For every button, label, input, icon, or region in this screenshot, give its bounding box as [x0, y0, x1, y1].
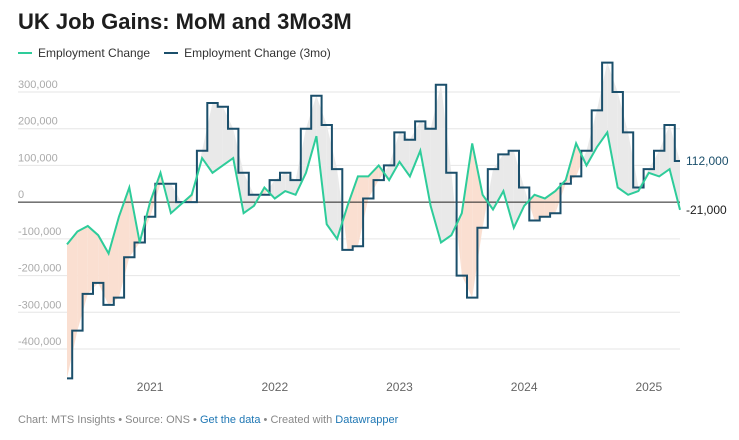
area-fill [118, 187, 130, 298]
area-fill [378, 165, 384, 181]
x-tick-label: 2024 [511, 380, 538, 394]
area-fill [212, 103, 223, 173]
area-fill [222, 106, 234, 166]
y-tick-label: 300,000 [18, 79, 58, 91]
area-fill [534, 194, 545, 221]
end-label-mom: -21,000 [686, 203, 727, 217]
series-line-3mo [67, 61, 680, 380]
area-fill [617, 92, 629, 195]
area-fill [669, 125, 680, 210]
area-fill [482, 194, 488, 228]
x-tick-label: 2021 [137, 380, 164, 394]
area-fill [305, 95, 317, 173]
footer: Chart: MTS Insights • Source: ONS • Get … [18, 414, 398, 426]
end-label-3mo: 112,000 [686, 154, 729, 168]
area-fill [98, 235, 109, 305]
area-fill [347, 176, 358, 250]
legend-swatch-3mo [164, 52, 179, 54]
area-fill [503, 150, 514, 228]
series-line-mom [66, 129, 681, 257]
area-fill [576, 143, 584, 177]
area-fill [285, 172, 296, 195]
area-fill [399, 132, 410, 177]
legend-swatch-mom [18, 52, 32, 54]
y-tick-label: -400,000 [18, 336, 61, 348]
footer-credits: Chart: MTS Insights • Source: ONS • [18, 414, 200, 426]
legend-item-3mo: Employment Change (3mo) [164, 46, 331, 60]
legend-label-3mo: Employment Change (3mo) [184, 46, 331, 60]
area-fill [87, 226, 99, 294]
area-fill [326, 125, 338, 239]
y-tick-label: -100,000 [18, 226, 61, 238]
footer-middle: • Created with [260, 414, 336, 426]
area-fill [77, 226, 88, 331]
x-tick-label: 2022 [261, 380, 288, 394]
y-tick-label: -200,000 [18, 263, 61, 275]
area-fill [108, 216, 119, 305]
chart-plot: 300,000 200,000 100,000 0 -100,000 -200,000 -3… [18, 61, 729, 394]
area-fill [472, 143, 483, 298]
area-fill [430, 84, 442, 243]
area-fill [409, 121, 421, 177]
chart-title: UK Job Gains: MoM and 3Mo3M [18, 9, 352, 34]
y-tick-label: 100,000 [18, 152, 58, 164]
x-tick-label: 2025 [635, 380, 662, 394]
legend: Employment Change Employment Change (3mo… [18, 46, 331, 60]
y-tick-label: 0 [18, 189, 24, 201]
y-tick-label: 200,000 [18, 116, 58, 128]
datawrapper-link[interactable]: Datawrapper [335, 414, 399, 426]
y-tick-label: -300,000 [18, 299, 61, 311]
area-fill [196, 150, 203, 177]
legend-label-mom: Employment Change [38, 46, 151, 60]
area-fill [513, 150, 525, 228]
get-data-link[interactable]: Get the data [199, 414, 261, 426]
area-fill [607, 62, 618, 188]
area-fill [267, 180, 275, 199]
area-fill [67, 231, 78, 379]
legend-item-mom: Employment Change [18, 46, 150, 60]
area-fill [456, 213, 462, 276]
area-fill [461, 143, 473, 298]
area-fill [316, 95, 327, 225]
x-tick-label: 2023 [386, 380, 413, 394]
area-fill [383, 165, 390, 181]
area-fill [420, 121, 431, 206]
area-fill [451, 172, 457, 236]
